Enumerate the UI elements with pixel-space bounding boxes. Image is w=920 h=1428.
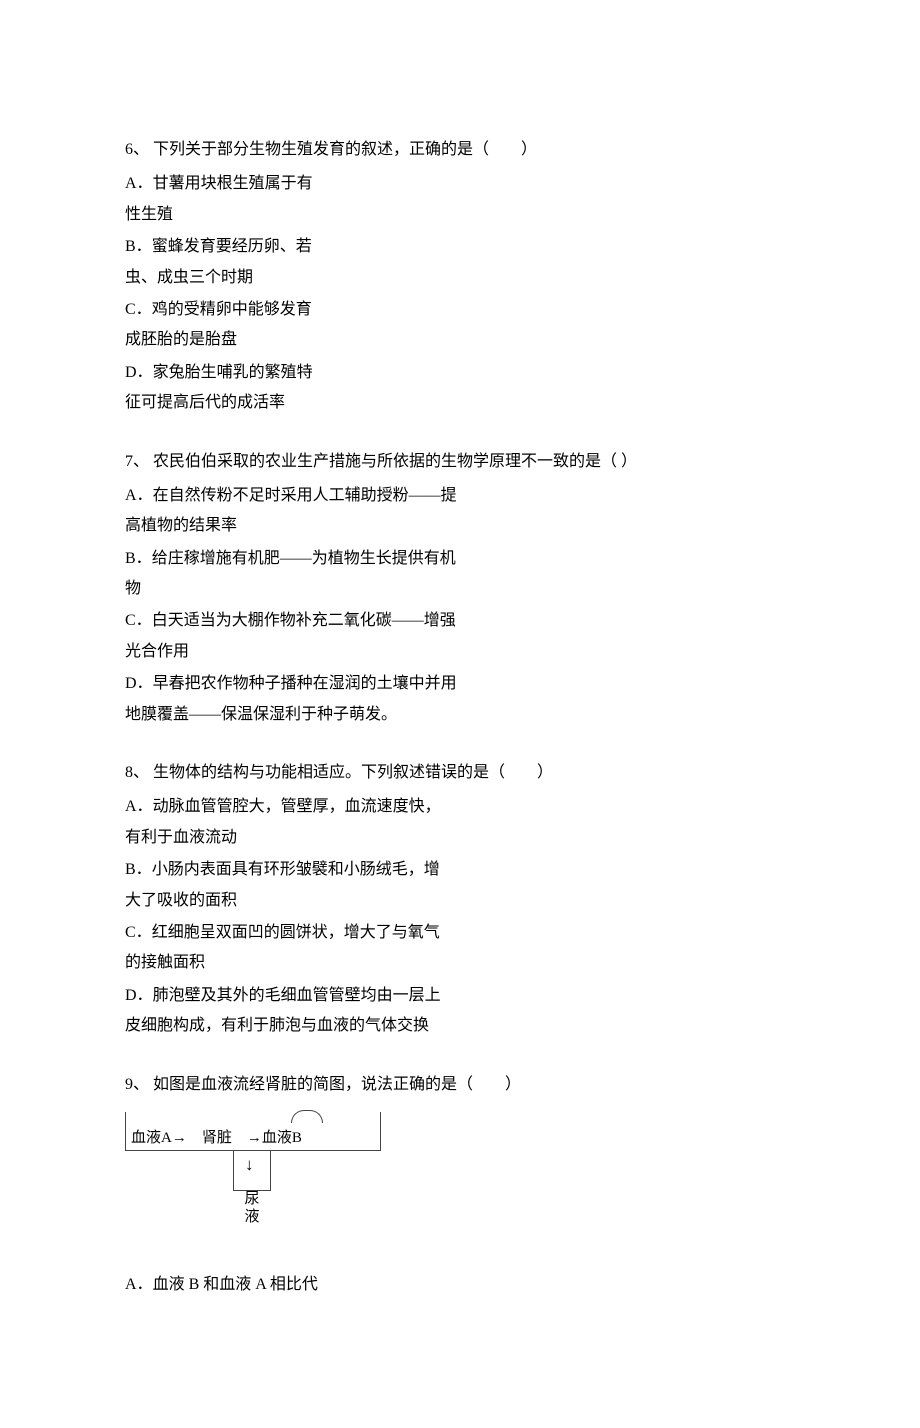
option-line: 蜜蜂发育要经历卵、若 bbox=[152, 238, 312, 255]
option-label: C． bbox=[125, 924, 152, 941]
option-line: 成胚胎的是胎盘 bbox=[125, 331, 237, 348]
option-line: 甘薯用块根生殖属于有 bbox=[153, 175, 313, 192]
question-stem: 7、 农民伯伯采取的农业生产措施与所依据的生物学原理不一致的是（ ） bbox=[125, 447, 795, 477]
option-line: 地膜覆盖——保温保湿利于种子萌发。 bbox=[125, 706, 397, 723]
option-line: 肺泡壁及其外的毛细血管管壁均由一层上 bbox=[153, 987, 441, 1004]
question-stem: 9、 如图是血液流经肾脏的简图，说法正确的是（ ） bbox=[125, 1070, 795, 1100]
option-line: 征可提高后代的成活率 bbox=[125, 394, 285, 411]
diagram-notch bbox=[291, 1110, 323, 1123]
option-c: C．白天适当为大棚作物补充二氧化碳——增强 光合作用 bbox=[125, 606, 795, 667]
option-line: 红细胞呈双面凹的圆饼状，增大了与氧气 bbox=[152, 924, 440, 941]
option-line: 性生殖 bbox=[125, 206, 173, 223]
option-c: C．红细胞呈双面凹的圆饼状，增大了与氧气 的接触面积 bbox=[125, 918, 795, 979]
option-label: A． bbox=[125, 798, 153, 815]
option-line: 小肠内表面具有环形皱襞和小肠绒毛，增 bbox=[152, 861, 440, 878]
option-line: 鸡的受精卵中能够发育 bbox=[152, 301, 312, 318]
option-label: A． bbox=[125, 175, 153, 192]
option-b: B．蜜蜂发育要经历卵、若 虫、成虫三个时期 bbox=[125, 232, 795, 293]
option-d: D．早春把农作物种子播种在湿润的土壤中并用 地膜覆盖——保温保湿利于种子萌发。 bbox=[125, 669, 795, 730]
question-text: 生物体的结构与功能相适应。下列叙述错误的是（ ） bbox=[153, 764, 553, 781]
diagram-inner-right bbox=[269, 1150, 379, 1151]
option-line: 给庄稼增施有机肥——为植物生长提供有机 bbox=[152, 550, 456, 567]
option-line: 白天适当为大棚作物补充二氧化碳——增强 bbox=[152, 612, 456, 629]
question-text: 下列关于部分生物生殖发育的叙述，正确的是（ ） bbox=[153, 141, 537, 158]
question-9: 9、 如图是血液流经肾脏的简图，说法正确的是（ ） 血液A→ 肾脏 →血液B ↓… bbox=[125, 1070, 795, 1301]
down-arrow-icon: ↓ bbox=[245, 1156, 254, 1173]
option-line: 早春把农作物种子播种在湿润的土壤中并用 bbox=[153, 675, 457, 692]
option-a: A．在自然传粉不足时采用人工辅助授粉——提 高植物的结果率 bbox=[125, 481, 795, 542]
option-line: 有利于血液流动 bbox=[125, 829, 237, 846]
option-a: A．血液 B 和血液 A 相比代 bbox=[125, 1270, 795, 1300]
option-label: C． bbox=[125, 301, 152, 318]
option-label: A． bbox=[125, 1276, 153, 1293]
option-line: 高植物的结果率 bbox=[125, 517, 237, 534]
option-line: 皮细胞构成，有利于肺泡与血液的气体交换 bbox=[125, 1017, 429, 1034]
question-text: 如图是血液流经肾脏的简图，说法正确的是（ ） bbox=[153, 1076, 521, 1093]
option-label: D． bbox=[125, 675, 153, 692]
question-7: 7、 农民伯伯采取的农业生产措施与所依据的生物学原理不一致的是（ ） A．在自然… bbox=[125, 447, 795, 731]
option-label: C． bbox=[125, 612, 152, 629]
option-label: B． bbox=[125, 238, 152, 255]
question-stem: 6、 下列关于部分生物生殖发育的叙述，正确的是（ ） bbox=[125, 135, 795, 165]
option-d: D．家兔胎生哺乳的繁殖特 征可提高后代的成活率 bbox=[125, 358, 795, 419]
exam-page: 6、 下列关于部分生物生殖发育的叙述，正确的是（ ） A．甘薯用块根生殖属于有 … bbox=[0, 0, 920, 1428]
option-a: A．动脉血管管腔大，管壁厚，血流速度快， 有利于血液流动 bbox=[125, 792, 795, 853]
diagram-toprow: 血液A→ 肾脏 →血液B bbox=[131, 1124, 302, 1153]
question-text: 农民伯伯采取的农业生产措施与所依据的生物学原理不一致的是（ ） bbox=[153, 453, 637, 470]
option-a: A．甘薯用块根生殖属于有 性生殖 bbox=[125, 169, 795, 230]
option-label: D． bbox=[125, 987, 153, 1004]
option-line: 的接触面积 bbox=[125, 954, 205, 971]
option-label: D． bbox=[125, 364, 153, 381]
option-line: 血液 B 和血液 A 相比代 bbox=[153, 1276, 318, 1293]
question-number: 8、 bbox=[125, 764, 149, 781]
question-number: 9、 bbox=[125, 1076, 149, 1093]
urine-text: 尿液 bbox=[244, 1191, 259, 1225]
question-8: 8、 生物体的结构与功能相适应。下列叙述错误的是（ ） A．动脉血管管腔大，管壁… bbox=[125, 758, 795, 1042]
option-b: B．小肠内表面具有环形皱襞和小肠绒毛，增 大了吸收的面积 bbox=[125, 855, 795, 916]
question-stem: 8、 生物体的结构与功能相适应。下列叙述错误的是（ ） bbox=[125, 758, 795, 788]
question-number: 6、 bbox=[125, 141, 149, 158]
question-6: 6、 下列关于部分生物生殖发育的叙述，正确的是（ ） A．甘薯用块根生殖属于有 … bbox=[125, 135, 795, 419]
option-label: B． bbox=[125, 861, 152, 878]
question-number: 7、 bbox=[125, 453, 149, 470]
option-line: 光合作用 bbox=[125, 643, 189, 660]
option-label: A． bbox=[125, 487, 153, 504]
kidney-flow-diagram: 血液A→ 肾脏 →血液B ↓ 尿液 bbox=[125, 1108, 385, 1258]
option-b: B．给庄稼增施有机肥——为植物生长提供有机 物 bbox=[125, 544, 795, 605]
option-line: 动脉血管管腔大，管壁厚，血流速度快， bbox=[153, 798, 441, 815]
option-line: 物 bbox=[125, 580, 141, 597]
option-line: 在自然传粉不足时采用人工辅助授粉——提 bbox=[153, 487, 457, 504]
option-c: C．鸡的受精卵中能够发育 成胚胎的是胎盘 bbox=[125, 295, 795, 356]
option-label: B． bbox=[125, 550, 152, 567]
option-line: 家兔胎生哺乳的繁殖特 bbox=[153, 364, 313, 381]
option-d: D．肺泡壁及其外的毛细血管管壁均由一层上 皮细胞构成，有利于肺泡与血液的气体交换 bbox=[125, 981, 795, 1042]
option-line: 大了吸收的面积 bbox=[125, 892, 237, 909]
urine-label: 尿液 bbox=[242, 1190, 262, 1226]
option-line: 虫、成虫三个时期 bbox=[125, 269, 253, 286]
